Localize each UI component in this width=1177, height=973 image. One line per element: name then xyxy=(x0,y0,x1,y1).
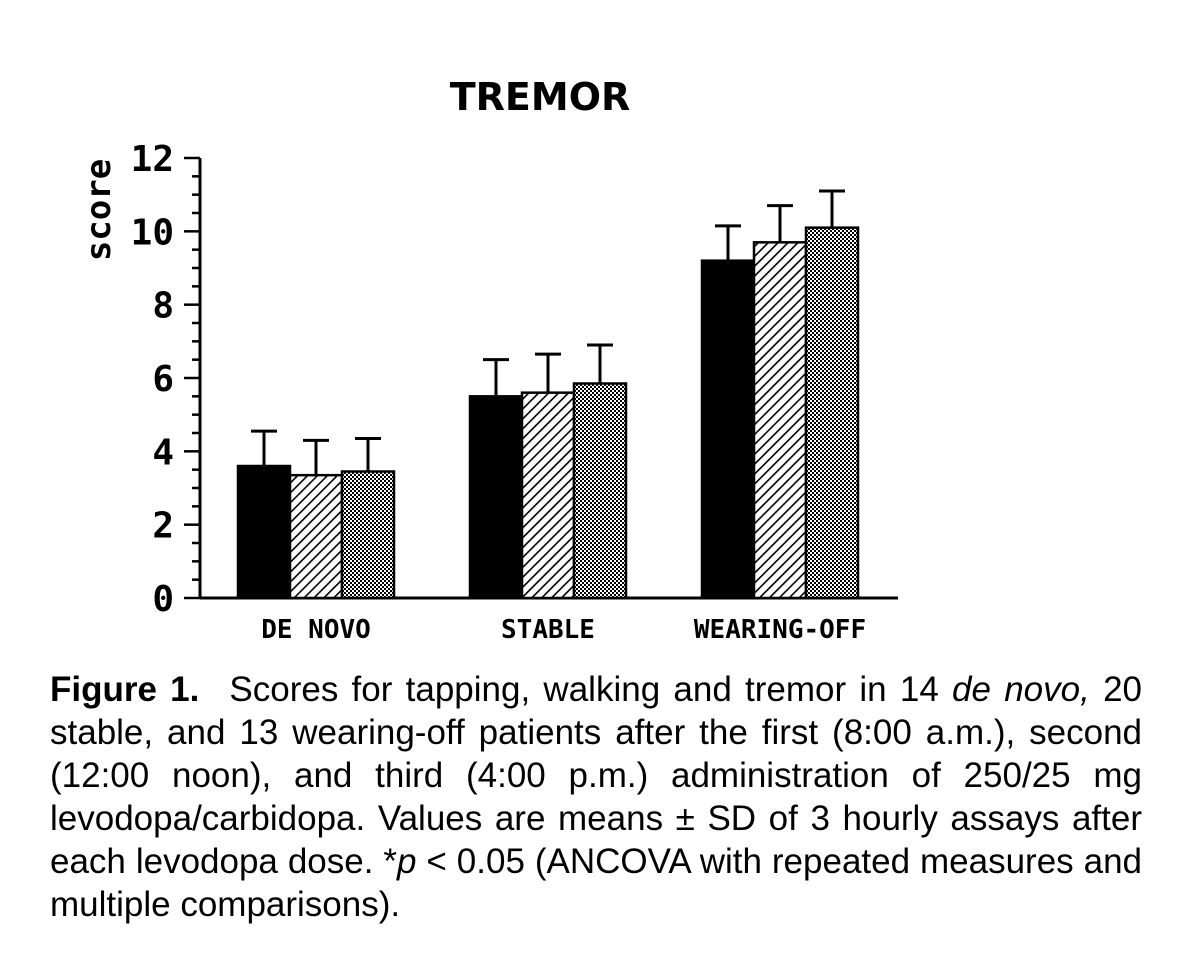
bar-solid-stable xyxy=(468,395,524,600)
caption-text-2: 20 stable, and 13 wearing-off patients a… xyxy=(50,670,1143,881)
bar-stippled-de-novo xyxy=(340,470,396,600)
y-tick-label: 8 xyxy=(152,286,174,327)
y-axis: 0 2 4 6 8 10 12 xyxy=(131,139,202,620)
figure-caption: Figure 1. Scores for tapping, walking and… xyxy=(50,668,1142,926)
bar-solid-de-novo xyxy=(236,464,292,600)
chart-title: TREMOR xyxy=(450,75,631,119)
bar-stippled-stable xyxy=(572,382,628,600)
tremor-bar-chart: TREMOR score 0 2 4 6 8 10 12 DE NOVO STABLE WEAR… xyxy=(79,75,898,645)
y-tick-label: 2 xyxy=(152,506,174,547)
bar-hatched-wearing-off xyxy=(752,241,808,600)
y-axis-label: score xyxy=(79,159,119,261)
bar-stippled-wearing-off xyxy=(804,226,860,600)
y-tick-label: 4 xyxy=(152,432,174,473)
caption-text-1: Scores for tapping, walking and tremor i… xyxy=(229,670,953,709)
y-tick-label: 12 xyxy=(131,139,174,180)
y-tick-label: 10 xyxy=(131,212,174,253)
figure-label: Figure 1. xyxy=(50,670,200,709)
caption-text-3: < 0.05 (ANCOVA with repeated measures an… xyxy=(50,842,1142,924)
caption-italic-term: de novo, xyxy=(952,670,1090,709)
bar-hatched-de-novo xyxy=(288,473,344,600)
category-labels: DE NOVO STABLE WEARING-OFF xyxy=(261,615,866,645)
caption-p-symbol: p xyxy=(397,842,417,881)
y-tick-label: 0 xyxy=(152,579,174,620)
error-bars-group xyxy=(251,189,845,476)
x-category-label: DE NOVO xyxy=(261,615,371,645)
x-category-label: WEARING-OFF xyxy=(694,615,866,645)
x-category-label: STABLE xyxy=(501,615,595,645)
bar-solid-wearing-off xyxy=(700,259,756,600)
bar-hatched-stable xyxy=(520,391,576,600)
bars-group xyxy=(236,226,860,600)
y-tick-label: 6 xyxy=(152,359,174,400)
